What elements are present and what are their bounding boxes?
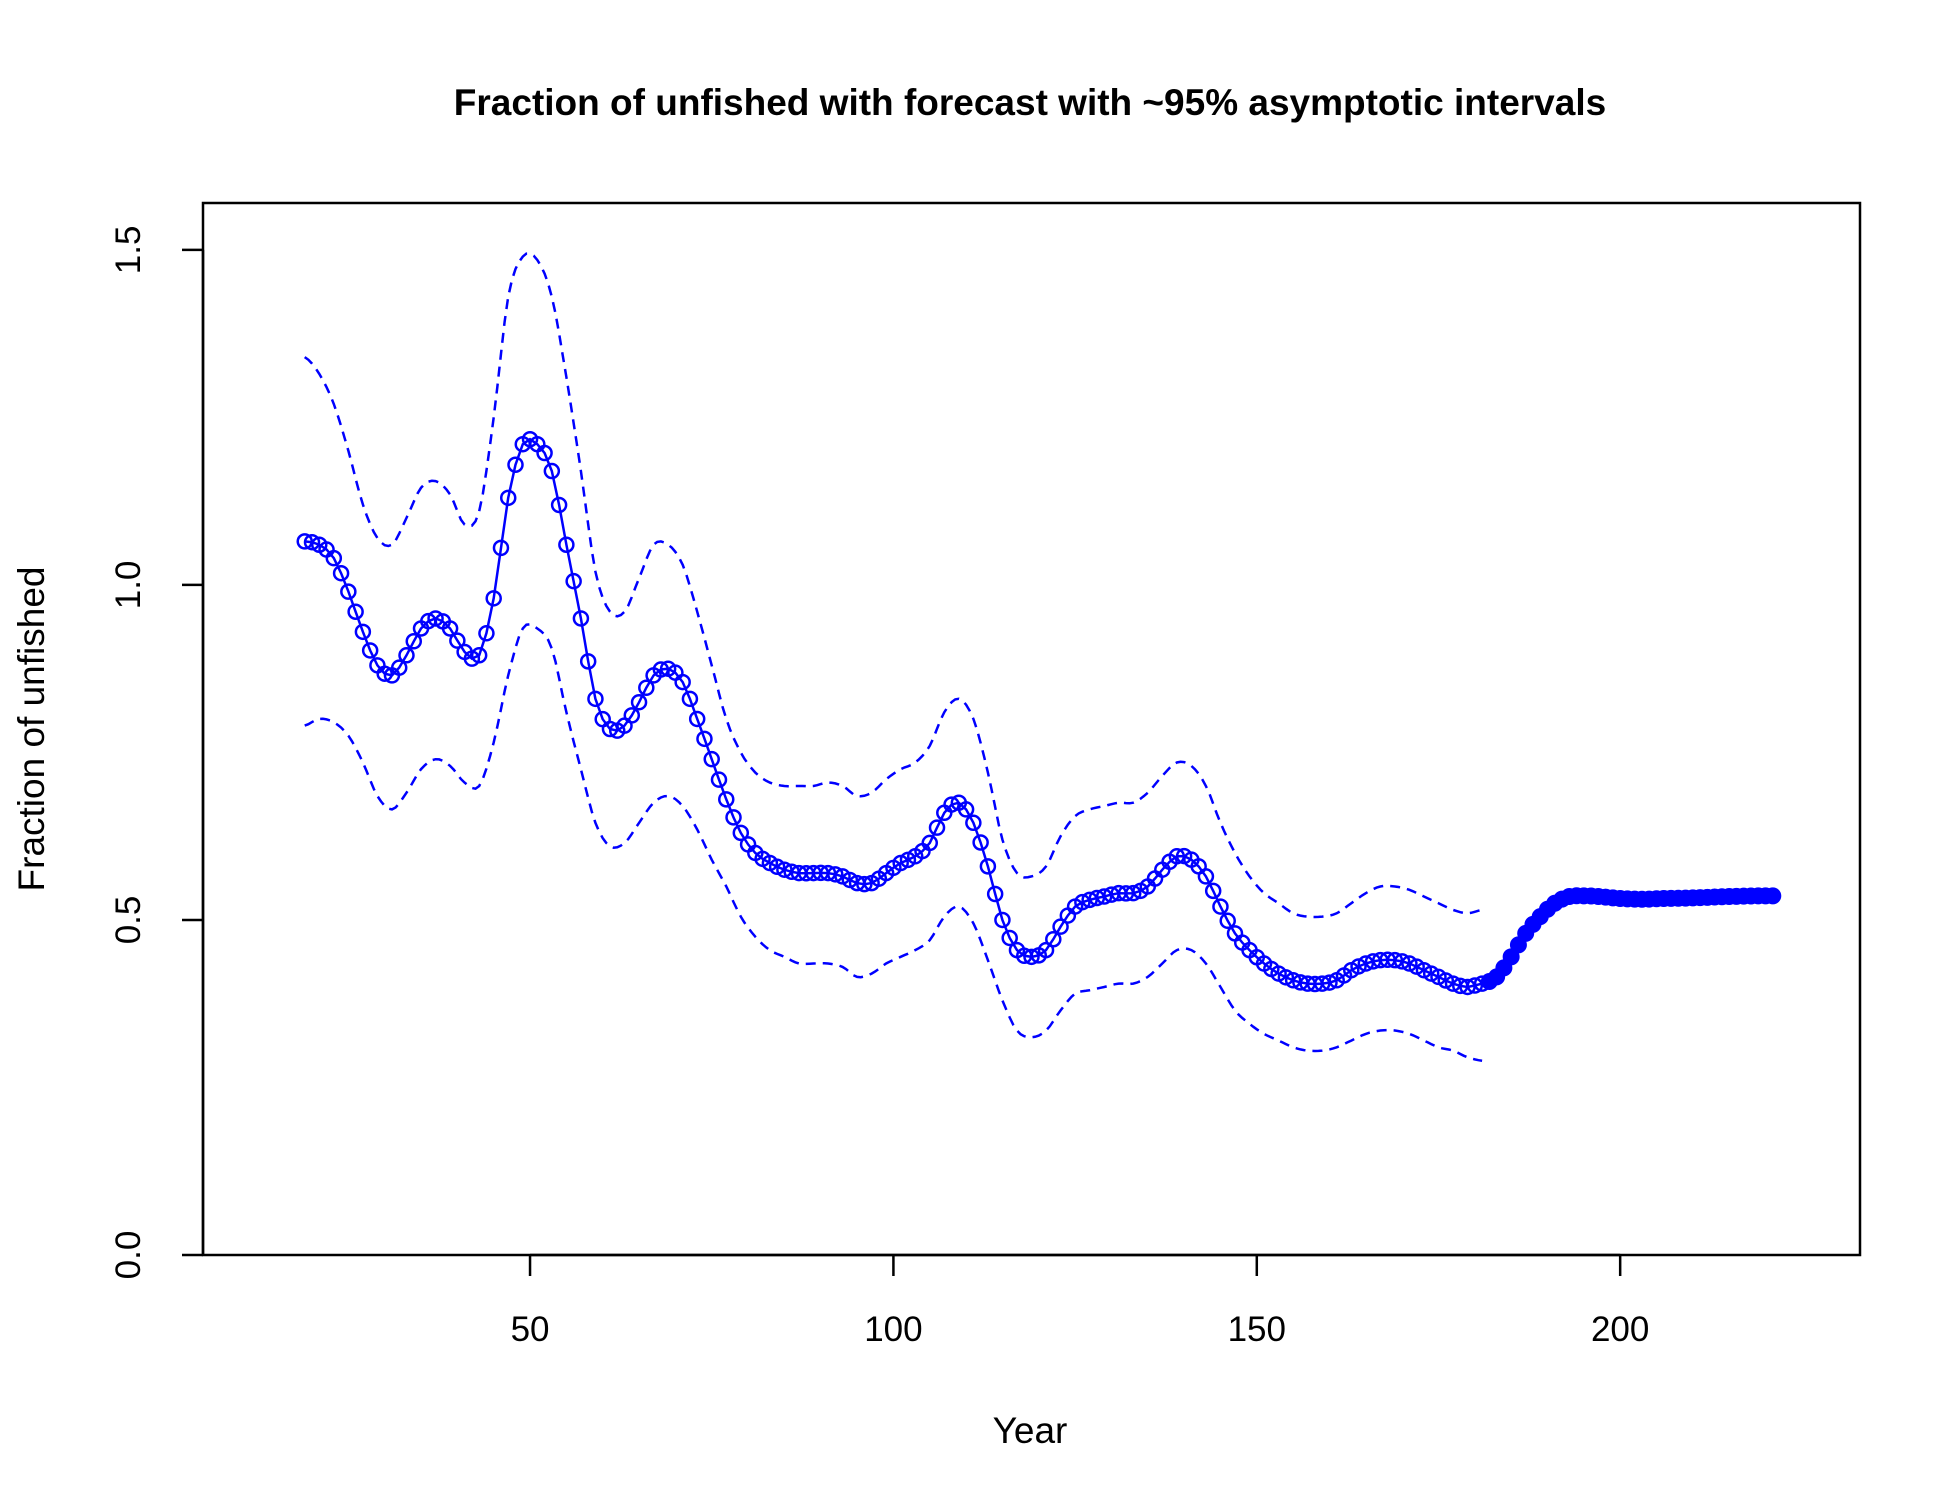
estimate-point: [303, 533, 321, 551]
estimate-point: [405, 633, 423, 650]
estimate-point: [710, 771, 728, 788]
estimate-point: [449, 632, 466, 649]
estimate-point: [398, 647, 415, 664]
estimate-point: [340, 583, 357, 600]
estimate-point: [347, 603, 364, 620]
estimate-point: [390, 659, 408, 676]
y-axis-label: Fraction of unfished: [11, 567, 52, 892]
estimate-point: [558, 536, 575, 553]
estimate-point: [1074, 893, 1091, 911]
estimate-point: [376, 665, 393, 682]
x-axis: 50 100 150 200: [511, 1253, 1649, 1349]
estimate-point: [499, 489, 517, 507]
estimate-point: [492, 539, 510, 557]
estimate-point: [696, 730, 713, 748]
y-tick-label: 0.0: [109, 1231, 148, 1280]
x-tick-label: 150: [1228, 1310, 1286, 1349]
estimate-point: [972, 834, 989, 851]
estimate-point: [1023, 948, 1040, 966]
forecast-point: [1764, 887, 1782, 905]
estimate-point: [768, 858, 786, 876]
estimate-point: [965, 814, 982, 832]
y-tick-label: 1.0: [109, 561, 148, 610]
y-axis: 0.0 0.5 1.0 1.5: [109, 226, 205, 1280]
estimate-point: [921, 834, 939, 852]
estimate-point: [572, 610, 590, 627]
estimate-point: [623, 707, 641, 724]
estimate-point: [856, 875, 873, 893]
estimate-point: [957, 801, 975, 818]
x-tick-label: 50: [511, 1310, 550, 1349]
y-tick-label: 0.5: [109, 896, 148, 945]
estimate-point: [1350, 958, 1367, 975]
estimate-point: [470, 647, 488, 664]
estimate-point: [725, 809, 742, 826]
estimate-point: [732, 824, 750, 842]
forecast-point: [1502, 948, 1520, 966]
estimate-point: [979, 858, 997, 875]
estimate-point: [681, 690, 699, 708]
estimate-point: [986, 885, 1004, 903]
estimate-point: [1321, 974, 1338, 991]
estimate-point: [478, 625, 495, 642]
estimate-point: [1393, 953, 1411, 970]
estimate-point: [361, 642, 379, 659]
x-axis-label: Year: [993, 1410, 1068, 1451]
estimate-point: [1045, 930, 1062, 948]
estimate-point: [994, 911, 1011, 929]
estimate-point: [718, 791, 735, 808]
estimate-point: [332, 564, 350, 582]
estimate-point: [943, 796, 960, 813]
upper-interval-line: [303, 252, 1483, 919]
estimate-point: [587, 690, 604, 708]
estimate-point: [827, 866, 844, 883]
estimate-point: [1001, 929, 1018, 947]
estimate-point: [354, 623, 372, 641]
estimate-point: [1466, 977, 1484, 994]
estimate-point: [507, 456, 524, 473]
estimate-point: [1124, 884, 1142, 902]
series-layer: [296, 252, 1782, 1062]
chart-title: Fraction of unfished with forecast with …: [454, 82, 1606, 123]
estimate-point: [1197, 868, 1215, 885]
estimate-point: [565, 572, 582, 590]
estimate-point: [1052, 918, 1069, 935]
estimate-point: [536, 444, 553, 462]
estimate-point: [1204, 882, 1222, 900]
x-tick-label: 200: [1591, 1310, 1649, 1349]
x-tick-label: 100: [864, 1310, 922, 1349]
estimate-point: [485, 590, 502, 607]
estimate-point: [703, 750, 720, 768]
estimate-point: [1219, 912, 1236, 930]
estimate-point: [674, 673, 691, 691]
estimate-point: [638, 679, 655, 696]
estimate-point: [543, 462, 561, 480]
estimate-point: [928, 819, 946, 836]
estimate-point: [550, 496, 568, 514]
lower-interval-line: [304, 623, 1483, 1062]
estimate-point: [1277, 969, 1295, 986]
estimate-point: [1212, 898, 1229, 915]
estimate-point: [579, 653, 597, 670]
estimate-point: [630, 693, 648, 711]
estimate-point: [441, 620, 459, 637]
estimate-point: [325, 549, 343, 567]
y-tick-label: 1.5: [109, 226, 148, 275]
estimate-point: [427, 610, 444, 627]
estimate-point: [688, 710, 706, 728]
